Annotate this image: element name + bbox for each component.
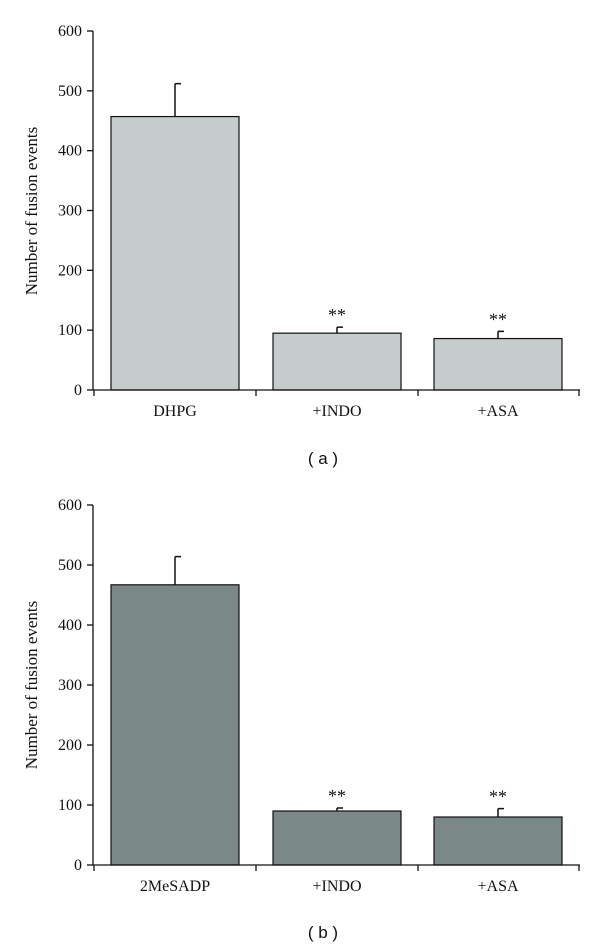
bar bbox=[110, 584, 240, 866]
panel-label-b: ( b ) bbox=[308, 923, 338, 942]
y-tick-label: 0 bbox=[74, 857, 82, 874]
bar bbox=[272, 332, 402, 391]
y-tick-label: 400 bbox=[58, 143, 82, 160]
y-tick-label: 0 bbox=[74, 382, 82, 399]
bar bbox=[433, 337, 563, 391]
x-tick-label: 2MeSADP bbox=[140, 878, 210, 895]
y-tick-label: 200 bbox=[58, 737, 82, 754]
chart-panel-a: Number of fusion events ( a ) ** ** 0 100 20… bbox=[22, 23, 580, 468]
y-tick-label: 600 bbox=[58, 497, 82, 514]
y-axis-label: Number of fusion events bbox=[22, 601, 41, 770]
x-tick-label: +INDO bbox=[312, 878, 361, 895]
y-tick-label: 200 bbox=[58, 262, 82, 279]
y-tick-label: 100 bbox=[58, 322, 82, 339]
y-tick-label: 500 bbox=[58, 557, 82, 574]
y-tick-label: 500 bbox=[58, 83, 82, 100]
y-tick-label: 400 bbox=[58, 617, 82, 634]
bar bbox=[110, 115, 240, 391]
y-tick-label: 600 bbox=[58, 23, 82, 40]
y-tick-label: 300 bbox=[58, 203, 82, 220]
significance-label: ** bbox=[489, 787, 507, 807]
significance-label: ** bbox=[328, 786, 346, 806]
bar bbox=[433, 816, 563, 866]
y-tick-label: 100 bbox=[58, 797, 82, 814]
x-tick-label: DHPG bbox=[153, 403, 197, 420]
x-tick-label: +ASA bbox=[477, 878, 518, 895]
significance-label: ** bbox=[489, 309, 507, 329]
chart-panel-b: Number of fusion events ( b ) ** ** 0 100 20… bbox=[22, 497, 580, 942]
y-tick-label: 300 bbox=[58, 677, 82, 694]
y-axis-label: Number of fusion events bbox=[22, 127, 41, 296]
bar bbox=[272, 810, 402, 866]
x-tick-label: +INDO bbox=[312, 403, 361, 420]
significance-label: ** bbox=[328, 305, 346, 325]
x-tick-label: +ASA bbox=[477, 403, 518, 420]
panel-label-a: ( a ) bbox=[308, 449, 338, 468]
